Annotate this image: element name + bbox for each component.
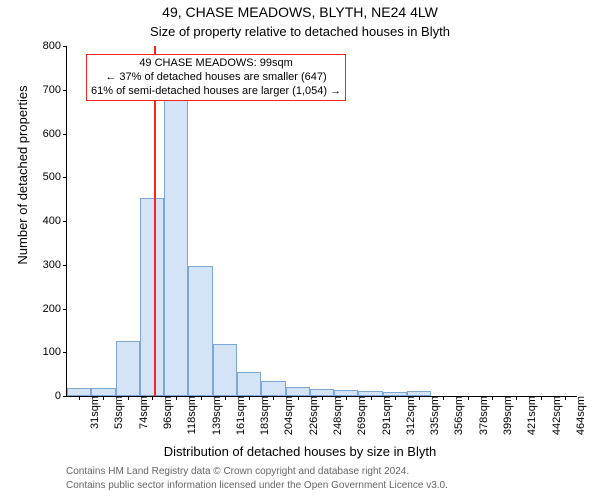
x-tick-label: 96sqm — [156, 396, 174, 429]
y-tick-mark — [63, 309, 67, 310]
y-tick-mark — [63, 90, 67, 91]
x-tick-label: 442sqm — [545, 396, 563, 435]
histogram-bar — [261, 381, 285, 396]
x-tick-mark — [298, 396, 299, 400]
annotation-line-1: 49 CHASE MEADOWS: 99sqm — [91, 57, 341, 71]
x-tick-label: 378sqm — [472, 396, 490, 435]
x-tick-label: 335sqm — [423, 396, 441, 435]
y-tick-mark — [63, 177, 67, 178]
histogram-bar — [164, 90, 188, 396]
histogram-bar — [286, 387, 310, 396]
x-tick-label: 74sqm — [132, 396, 150, 429]
annotation-line-2: ← 37% of detached houses are smaller (64… — [91, 71, 341, 85]
x-tick-mark — [395, 396, 396, 400]
annotation-line-3: 61% of semi-detached houses are larger (… — [91, 85, 341, 99]
x-tick-mark — [201, 396, 202, 400]
x-tick-label: 161sqm — [229, 396, 247, 435]
y-tick-mark — [63, 352, 67, 353]
y-tick-mark — [63, 221, 67, 222]
x-tick-label: 291sqm — [375, 396, 393, 435]
x-tick-mark — [128, 396, 129, 400]
x-tick-label: 421sqm — [520, 396, 538, 435]
x-tick-label: 312sqm — [399, 396, 417, 435]
x-tick-mark — [492, 396, 493, 400]
y-axis-label: Number of detached properties — [15, 50, 30, 300]
x-tick-mark — [541, 396, 542, 400]
histogram-bar — [188, 266, 212, 396]
x-tick-mark — [249, 396, 250, 400]
histogram-bar — [213, 344, 237, 397]
x-tick-label: 53sqm — [107, 396, 125, 429]
histogram-chart: { "title": "49, CHASE MEADOWS, BLYTH, NE… — [0, 0, 600, 500]
x-tick-label: 399sqm — [496, 396, 514, 435]
x-tick-mark — [322, 396, 323, 400]
x-tick-label: 248sqm — [326, 396, 344, 435]
x-tick-label: 183sqm — [253, 396, 271, 435]
x-tick-mark — [176, 396, 177, 400]
x-tick-label: 118sqm — [180, 396, 198, 434]
y-tick-mark — [63, 134, 67, 135]
x-tick-mark — [103, 396, 104, 400]
histogram-bar — [116, 341, 140, 396]
chart-subtitle: Size of property relative to detached ho… — [0, 24, 600, 39]
x-tick-mark — [516, 396, 517, 400]
histogram-bar — [237, 372, 261, 396]
x-tick-mark — [419, 396, 420, 400]
x-tick-mark — [152, 396, 153, 400]
x-tick-mark — [468, 396, 469, 400]
annotation-box: 49 CHASE MEADOWS: 99sqm ← 37% of detache… — [86, 54, 346, 101]
x-tick-label: 464sqm — [569, 396, 587, 435]
x-tick-label: 356sqm — [447, 396, 465, 435]
y-tick-mark — [63, 396, 67, 397]
x-tick-label: 204sqm — [277, 396, 295, 435]
x-tick-label: 139sqm — [205, 396, 223, 435]
x-tick-mark — [225, 396, 226, 400]
x-tick-label: 269sqm — [350, 396, 368, 435]
x-tick-mark — [443, 396, 444, 400]
x-tick-mark — [565, 396, 566, 400]
x-tick-mark — [371, 396, 372, 400]
x-tick-mark — [346, 396, 347, 400]
footer-line-1: Contains HM Land Registry data © Crown c… — [66, 466, 409, 477]
histogram-bar — [67, 388, 91, 396]
footer-line-2: Contains public sector information licen… — [66, 480, 448, 491]
x-tick-label: 226sqm — [302, 396, 320, 435]
histogram-bar — [140, 198, 164, 396]
histogram-bar — [91, 388, 115, 396]
x-tick-mark — [79, 396, 80, 400]
chart-title: 49, CHASE MEADOWS, BLYTH, NE24 4LW — [0, 4, 600, 20]
x-tick-mark — [273, 396, 274, 400]
y-tick-mark — [63, 46, 67, 47]
x-axis-label: Distribution of detached houses by size … — [0, 444, 600, 459]
x-tick-label: 31sqm — [83, 396, 101, 429]
y-tick-mark — [63, 265, 67, 266]
